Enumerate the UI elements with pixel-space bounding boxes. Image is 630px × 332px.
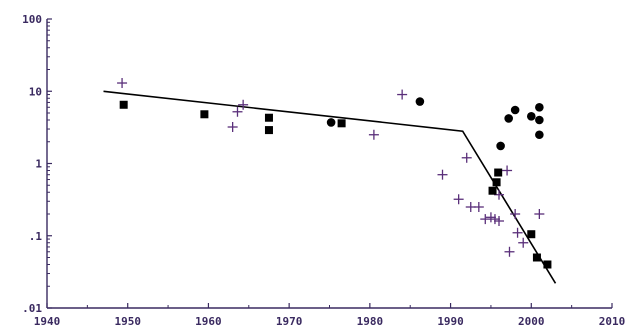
circle-point	[326, 118, 336, 127]
plus-point	[232, 106, 243, 117]
plus-point	[461, 152, 472, 163]
plus-point	[473, 201, 484, 212]
square-point	[494, 168, 503, 177]
x-tick-label: 1970	[276, 315, 303, 327]
circle-point	[415, 97, 425, 106]
circle-point	[535, 130, 544, 140]
markers	[117, 78, 552, 269]
plus-point	[238, 99, 249, 110]
plus-point	[489, 214, 500, 225]
x-tick-label: 1980	[357, 315, 384, 327]
plus-point	[368, 129, 379, 140]
x-tick-label: 1960	[195, 315, 222, 327]
y-tick-label: .1	[29, 230, 43, 243]
plus-point	[227, 122, 238, 133]
circle-point	[504, 114, 513, 123]
square-point	[532, 253, 541, 262]
square-point	[264, 126, 273, 135]
square-point	[527, 230, 536, 239]
plus-point	[512, 227, 523, 238]
fit-line	[103, 90, 557, 284]
plus-point	[518, 237, 529, 248]
axes	[46, 18, 613, 309]
square-point	[488, 186, 497, 195]
square-point	[337, 119, 346, 128]
circle-point	[535, 102, 544, 112]
y-tick-label: 10	[29, 85, 42, 98]
square-point	[492, 178, 501, 187]
circle-point	[526, 112, 536, 121]
x-tick-label: 1950	[114, 315, 141, 327]
plus-point	[510, 209, 521, 220]
plus-point	[534, 209, 545, 220]
square-point	[200, 110, 209, 119]
plus-point	[453, 194, 464, 205]
y-tick-label: .01	[22, 302, 42, 315]
square-point	[543, 260, 552, 269]
plus-point	[437, 169, 448, 180]
y-tick-label: 100	[22, 13, 42, 26]
plus-point	[504, 246, 515, 257]
x-tick-label: 1940	[34, 315, 61, 327]
tick-labels: .01 .1 1 10 100 1940 1950 1960 1970 1980 1990 2000 2…	[22, 13, 626, 328]
x-tick-label: 2000	[518, 315, 545, 327]
plus-point	[397, 89, 408, 100]
circle-point	[510, 105, 520, 115]
x-tick-label: 2010	[599, 315, 626, 327]
y-tick-label: 1	[35, 158, 42, 171]
plus-point	[485, 212, 496, 223]
circle-point	[535, 115, 544, 125]
square-point	[119, 100, 128, 109]
plus-point	[502, 165, 513, 176]
x-tick-label: 1990	[437, 315, 464, 327]
plus-point	[480, 214, 491, 225]
circle-point	[496, 141, 505, 151]
square-point	[264, 113, 273, 122]
plus-point	[117, 78, 128, 89]
plus-point	[494, 216, 504, 227]
fit-line-layer	[103, 90, 557, 284]
